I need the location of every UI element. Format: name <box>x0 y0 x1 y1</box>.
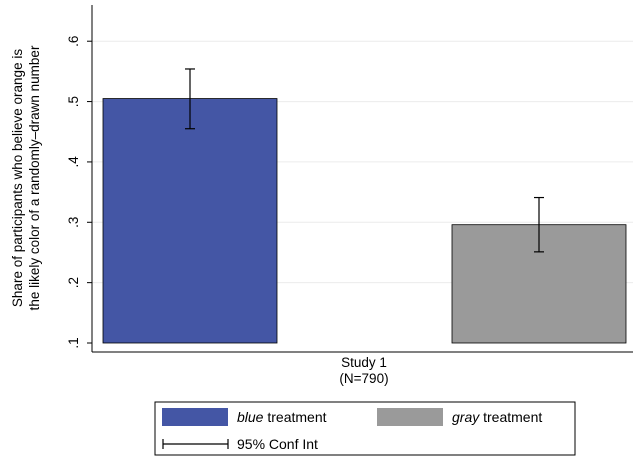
legend-label-blue: blue treatment <box>237 409 327 425</box>
error-bars <box>185 68 544 253</box>
legend-swatch-gray <box>377 408 443 426</box>
legend-label-gray-italic: gray <box>452 409 480 425</box>
legend-label-blue-italic: blue <box>237 409 264 425</box>
bar-blue <box>102 98 278 344</box>
legend-swatch-blue <box>162 408 228 426</box>
bars <box>102 98 627 344</box>
y-tick-label: .3 <box>66 217 81 228</box>
legend-label-ci: 95% Conf Int <box>237 436 318 452</box>
y-axis-title-line1: Share of participants who believe orange… <box>10 49 25 307</box>
y-axis-title-line2: the likely color of a randomly–drawn num… <box>27 45 42 310</box>
legend-ci-icon <box>162 439 229 449</box>
legend-label-blue-rest: treatment <box>263 409 326 425</box>
legend-label-gray: gray treatment <box>452 409 542 425</box>
legend-label-gray-rest: treatment <box>479 409 542 425</box>
legend: blue treatment gray treatment 95% Conf I… <box>154 401 576 456</box>
y-tick-label: .6 <box>66 36 81 47</box>
y-tick-label: .2 <box>66 277 81 288</box>
y-axis: .1 .2 .3 .4 .5 .6 <box>66 5 93 352</box>
y-tick-label: .1 <box>66 337 81 348</box>
y-tick-label: .4 <box>66 156 81 168</box>
x-axis-title-line2: (N=790) <box>339 371 388 386</box>
y-axis-title: Share of participants who believe orange… <box>10 45 42 310</box>
y-tick-label: .5 <box>66 96 81 107</box>
x-axis-title-line1: Study 1 <box>341 355 387 370</box>
